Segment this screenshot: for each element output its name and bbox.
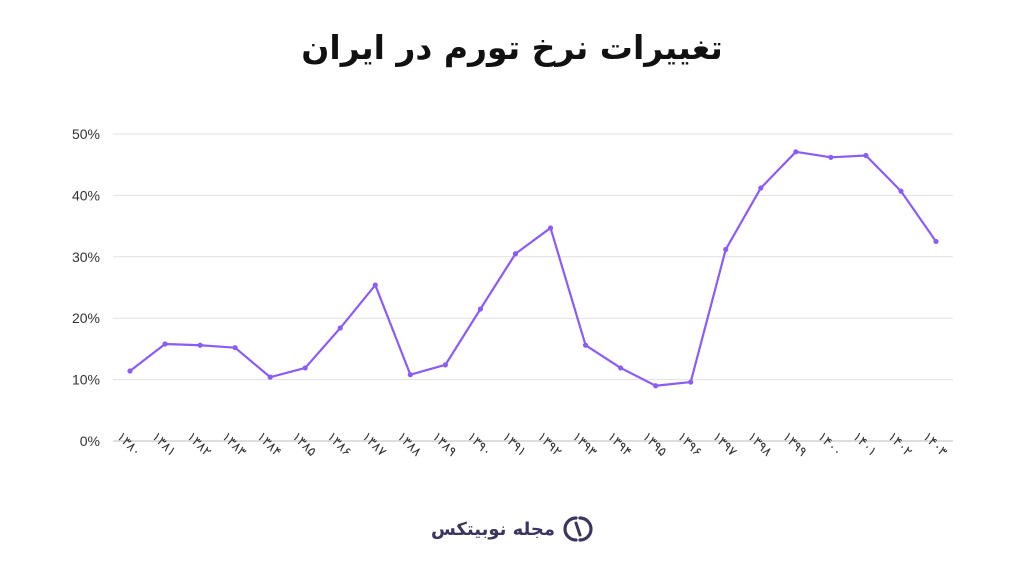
x-tick-label: ۱۳۹۲ — [534, 429, 564, 459]
data-point — [477, 306, 484, 312]
x-tick-label: ۱۳۸۱ — [148, 429, 178, 459]
y-tick-label: 50% — [72, 126, 100, 142]
data-points — [127, 149, 939, 389]
x-tick-label: ۱۳۸۸ — [394, 429, 424, 459]
data-point — [618, 365, 624, 371]
x-tick-label: ۱۳۹۳ — [569, 429, 599, 459]
data-point — [933, 238, 939, 245]
x-tick-label: ۱۳۹۴ — [604, 429, 634, 459]
data-point — [162, 341, 168, 347]
data-point — [302, 365, 308, 371]
data-point — [723, 246, 729, 253]
chart-title: تغییرات نرخ تورم در ایران — [301, 28, 723, 67]
brand-name: مجله نوبیتکس — [430, 518, 556, 540]
data-point — [582, 342, 589, 348]
x-tick-label: ۱۳۸۲ — [184, 429, 214, 459]
data-point — [267, 374, 273, 380]
data-point — [828, 154, 834, 160]
x-tick-label: ۱۳۸۰ — [113, 429, 143, 459]
x-tick-label: ۱۴۰۳ — [919, 429, 949, 459]
data-point — [337, 325, 343, 331]
y-tick-label: 30% — [72, 249, 100, 265]
data-point — [372, 282, 378, 288]
nobitex-logo-icon — [563, 516, 593, 542]
brand-footer: مجله نوبیتکس — [0, 514, 1024, 544]
x-tick-label: ۱۳۹۸ — [744, 429, 774, 459]
data-point — [127, 368, 133, 374]
data-point — [688, 379, 694, 385]
x-tick-label: ۱۳۸۷ — [359, 429, 389, 459]
y-tick-label: 40% — [72, 187, 100, 203]
x-axis-ticks: ۱۳۸۰ ۱۳۸۱ ۱۳۸۲ ۱۳۸۳ ۱۳۸۴ ۱۳۸۵ ۱۳۸۶ ۱۳۸۷ ۱۳۸۸ ۱۳۸۹… — [113, 429, 949, 459]
y-tick-label: 0% — [80, 433, 100, 449]
series-line-layer — [129, 150, 937, 387]
x-tick-label: ۱۳۹۱ — [499, 429, 529, 459]
data-point — [197, 342, 203, 348]
x-tick-label: ۱۳۸۹ — [429, 429, 459, 459]
x-tick-label: ۱۳۸۶ — [324, 429, 354, 459]
x-tick-label: ۱۳۹۶ — [674, 429, 704, 459]
x-tick-label: ۱۳۹۵ — [639, 429, 669, 459]
series-line — [129, 150, 937, 387]
x-tick-label: ۱۳۸۵ — [289, 429, 319, 459]
x-tick-label: ۱۴۰۱ — [849, 429, 879, 459]
data-point — [407, 372, 413, 378]
x-tick-label: ۱۳۹۷ — [709, 429, 739, 459]
x-tick-label: ۱۳۸۳ — [219, 429, 249, 459]
x-tick-label: ۱۳۹۰ — [464, 429, 494, 459]
data-point — [793, 149, 799, 155]
x-tick-label: ۱۴۰۰ — [814, 429, 844, 459]
data-point — [898, 188, 904, 194]
grid-lines — [113, 133, 953, 442]
data-point — [758, 185, 764, 191]
x-tick-label: ۱۳۹۹ — [779, 429, 809, 459]
x-tick-label: ۱۴۰۲ — [884, 429, 914, 459]
data-point — [863, 152, 869, 159]
y-tick-label: 20% — [72, 310, 100, 326]
y-axis-ticks: 0% 10% 20% 30% 40% 50% — [72, 126, 100, 449]
data-point — [512, 251, 519, 257]
y-tick-label: 10% — [72, 372, 100, 388]
data-point — [653, 383, 659, 389]
x-tick-label: ۱۳۸۴ — [254, 429, 284, 459]
data-point — [547, 225, 554, 231]
data-point — [442, 362, 448, 368]
data-point — [232, 345, 238, 351]
